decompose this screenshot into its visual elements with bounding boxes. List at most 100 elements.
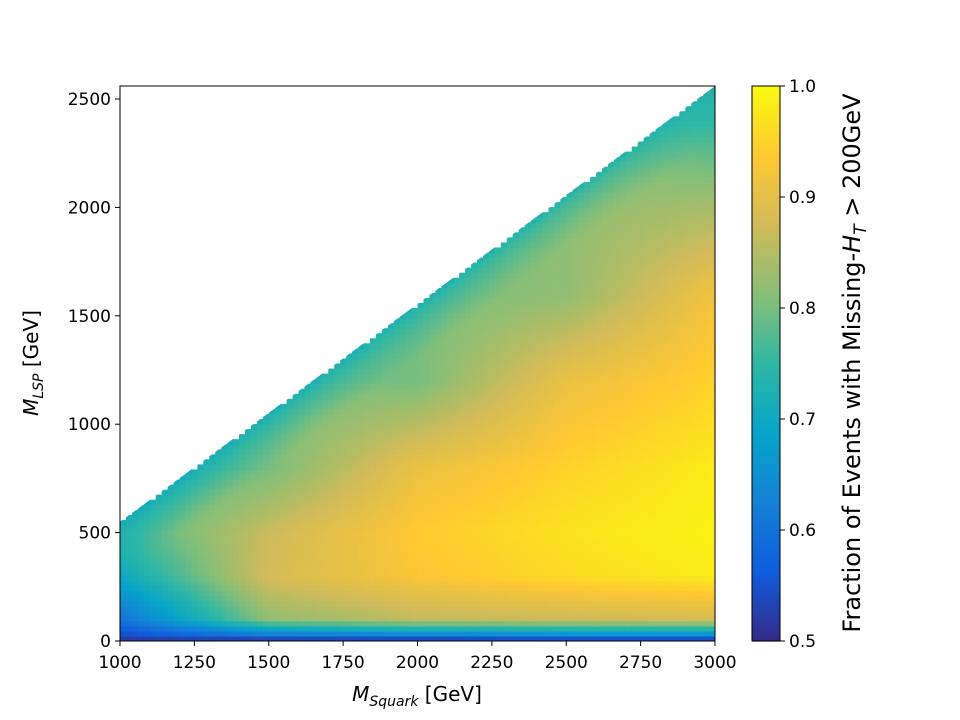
heatmap-cell [352,595,359,602]
heatmap-cell [477,575,484,582]
heatmap-cell [613,625,621,632]
heatmap-cell [120,519,127,526]
heatmap-cell [566,469,573,476]
heatmap-cell [560,434,567,440]
heatmap-cell [465,348,472,355]
heatmap-cell [322,550,329,556]
heatmap-cell [203,570,210,577]
heatmap-cell [512,257,520,264]
heatmap-cell [363,419,371,425]
heatmap-cell [399,434,407,440]
heatmap-cell [494,504,502,511]
heatmap-cell [512,580,520,587]
heatmap-cell [340,610,347,617]
heatmap-cell [369,519,377,526]
heatmap-cell [441,494,448,501]
heatmap-cell [423,378,430,385]
heatmap-cell [494,267,502,274]
heatmap-cell [161,504,169,511]
heatmap-cell [411,333,419,339]
heatmap-cell [590,514,597,521]
heatmap-cell [340,413,347,420]
heatmap-cell [494,474,502,481]
heatmap-cell [298,449,306,455]
heatmap-cell [375,535,383,541]
heatmap-cell [530,484,538,491]
heatmap-cell [298,615,306,622]
heatmap-cell [560,202,567,208]
heatmap-cell [167,585,175,592]
heatmap-cell [215,560,222,566]
heatmap-cell [423,429,430,435]
heatmap-cell [280,464,288,471]
heatmap-cell [572,338,579,344]
heatmap-cell [536,600,544,607]
heatmap-cell [542,212,549,218]
heatmap-cell [590,494,597,501]
heatmap-cell [423,308,430,314]
heatmap-cell [584,282,591,289]
heatmap-cell [548,262,555,269]
heatmap-cell [227,509,234,516]
heatmap-cell [459,509,466,516]
heatmap-cell [494,560,502,566]
heatmap-cell [369,368,377,375]
heatmap-cell [453,474,460,481]
heatmap-cell [596,393,603,400]
heatmap-cell [477,469,484,476]
heatmap-cell [209,600,216,607]
heatmap-cell [244,590,252,597]
heatmap-cell [137,605,145,612]
heatmap-cell [179,570,187,577]
heatmap-cell [286,565,294,571]
heatmap-cell [566,555,573,561]
heatmap-cell [566,444,573,450]
heatmap-cell [459,424,466,430]
heatmap-cell [173,590,181,597]
heatmap-cell [375,474,383,481]
heatmap-cell [233,585,240,592]
heatmap-cell [322,524,329,531]
heatmap-cell [352,378,359,385]
heatmap-cell [542,403,549,410]
heatmap-cell [405,580,413,587]
heatmap-cell [453,575,460,582]
heatmap-cell [268,540,276,546]
heatmap-cell [310,610,317,617]
heatmap-cell [280,635,288,641]
heatmap-cell [417,555,425,561]
heatmap-cell [155,630,163,637]
heatmap-cell [500,625,508,632]
heatmap-cell [494,353,502,360]
heatmap-cell [381,373,389,380]
heatmap-cell [566,519,573,526]
heatmap-cell [441,338,448,344]
heatmap-cell [566,282,573,289]
heatmap-cell [346,570,353,577]
heatmap-cell [488,524,496,531]
heatmap-cell [328,519,335,526]
heatmap-cell [578,318,585,324]
heatmap-cell [500,413,508,420]
heatmap-cell [500,373,508,380]
heatmap-cell [566,297,573,304]
heatmap-cell [530,444,538,450]
heatmap-cell [482,469,490,476]
heatmap-cell [209,469,216,476]
heatmap-cell [471,494,478,501]
heatmap-cell [215,590,222,597]
heatmap-cell [590,358,597,365]
heatmap-cell [578,222,585,228]
heatmap-cell [482,590,490,597]
heatmap-cell [518,388,526,395]
heatmap-cell [298,565,306,571]
heatmap-cell [482,444,490,450]
heatmap-cell [197,615,204,622]
heatmap-cell [494,514,502,521]
heatmap-cell [363,585,371,592]
heatmap-cell [292,449,300,455]
heatmap-cell [411,625,419,632]
heatmap-cell [268,555,276,561]
heatmap-cell [161,605,169,612]
heatmap-cell [417,535,425,541]
